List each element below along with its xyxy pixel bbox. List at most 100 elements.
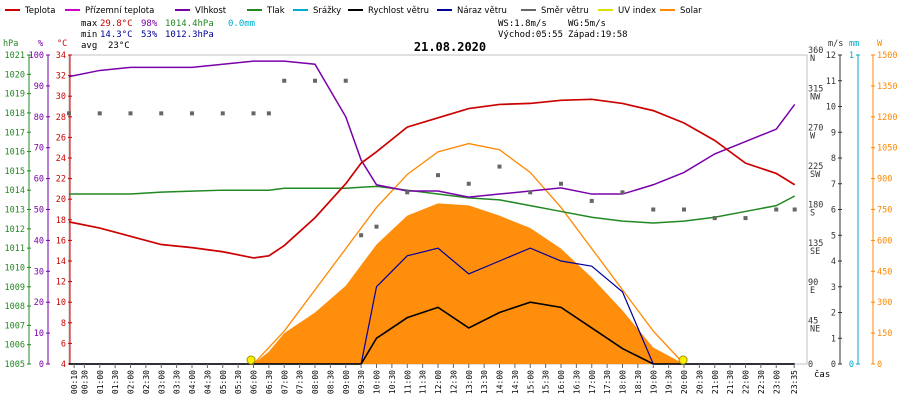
w-tick-label: 150 bbox=[877, 329, 892, 339]
wind-direction-point bbox=[159, 111, 164, 116]
ms-unit: m/s bbox=[828, 39, 843, 49]
wind-direction-point bbox=[651, 207, 656, 212]
dir-compass-label: NE bbox=[810, 324, 820, 334]
dir-compass-label: NW bbox=[810, 93, 821, 103]
ms-tick-label: 9 bbox=[831, 128, 836, 138]
pct-tick-label: 90 bbox=[34, 82, 44, 92]
hpa-tick-label: 1021 bbox=[5, 51, 25, 61]
degc-tick-label: 10 bbox=[56, 298, 66, 308]
stats-max-label: max bbox=[81, 19, 98, 29]
wind-wg: WG:5m/s bbox=[568, 19, 606, 29]
wind-direction-point bbox=[620, 190, 625, 195]
x-tick-label: 15:30 bbox=[542, 370, 551, 394]
x-tick-label: 14:00 bbox=[496, 370, 505, 394]
pct-tick-label: 20 bbox=[34, 298, 44, 308]
wind-direction-point bbox=[589, 198, 594, 203]
pct-tick-label: 80 bbox=[34, 113, 44, 123]
sunset-marker bbox=[678, 355, 688, 365]
w-tick-label: 1350 bbox=[877, 82, 897, 92]
hpa-tick-label: 1019 bbox=[5, 90, 25, 100]
x-tick-label: 00:30 bbox=[80, 370, 89, 394]
legend-item: Přízemní teplota bbox=[65, 6, 154, 16]
x-tick-label: 04:30 bbox=[203, 370, 212, 394]
x-tick-label: 12:00 bbox=[434, 370, 443, 394]
degc-tick-label: 16 bbox=[56, 236, 66, 246]
dir-compass-label: SE bbox=[810, 247, 820, 257]
hpa-tick-label: 1005 bbox=[5, 360, 25, 370]
legend-label: Vlhkost bbox=[195, 6, 227, 16]
w-unit: W bbox=[877, 39, 883, 49]
wind-direction-point bbox=[466, 181, 471, 186]
hpa-tick-label: 1012 bbox=[5, 225, 25, 235]
x-tick-label: 01:00 bbox=[96, 370, 105, 394]
w-tick-label: 450 bbox=[877, 267, 892, 277]
pct-tick-label: 10 bbox=[34, 329, 44, 339]
dir-tick-label: 270 bbox=[808, 123, 823, 133]
temperature-line bbox=[68, 98, 796, 259]
humidity-line bbox=[68, 60, 796, 198]
stats-min-label: min bbox=[81, 30, 97, 40]
dir-tick-label: 315 bbox=[808, 85, 823, 95]
hpa-tick-label: 1006 bbox=[5, 341, 25, 351]
pct-tick-label: 0 bbox=[39, 360, 44, 370]
wind-direction-point bbox=[774, 207, 779, 212]
legend-item: Směr větru bbox=[521, 6, 589, 16]
hpa-tick-label: 1017 bbox=[5, 128, 25, 138]
pct-tick-label: 100 bbox=[29, 51, 44, 61]
wind-direction-point bbox=[67, 111, 71, 116]
x-tick-label: 08:00 bbox=[311, 370, 320, 394]
legend-item: Srážky bbox=[293, 6, 341, 16]
x-tick-label: 07:30 bbox=[296, 370, 305, 394]
x-tick-label: 03:30 bbox=[173, 370, 182, 394]
x-tick-label: 21:00 bbox=[711, 370, 720, 394]
dir-compass-label: SW bbox=[810, 170, 821, 180]
w-tick-label: 300 bbox=[877, 298, 892, 308]
legend-item: UV index bbox=[598, 6, 656, 16]
hpa-tick-label: 1014 bbox=[5, 186, 25, 196]
legend: Teplota Přízemní teplota Vlhkost Tlak Srážky… bbox=[5, 6, 702, 16]
ms-tick-label: 6 bbox=[831, 206, 836, 216]
dir-tick-label: 45 bbox=[808, 316, 818, 326]
dir-compass-label: S bbox=[810, 209, 815, 219]
dir-tick-label: 135 bbox=[808, 239, 823, 249]
x-tick-label: 23:35 bbox=[790, 370, 799, 394]
legend-item: Vlhkost bbox=[175, 6, 227, 16]
sunrise-marker bbox=[246, 355, 256, 365]
wind-direction-point bbox=[436, 173, 440, 178]
hpa-tick-label: 1007 bbox=[5, 321, 25, 331]
legend-label: Tlak bbox=[266, 6, 285, 16]
wind-direction-point bbox=[266, 111, 271, 116]
dir-compass-label: N bbox=[810, 54, 815, 64]
ms-tick-label: 3 bbox=[831, 283, 836, 293]
x-tick-label: 20:30 bbox=[695, 370, 704, 394]
legend-item: Teplota bbox=[5, 6, 55, 16]
wind-direction-point bbox=[220, 111, 225, 116]
chart-title: 21.08.2020 bbox=[414, 40, 486, 54]
x-tick-label: 02:30 bbox=[142, 370, 151, 394]
legend-label: Přízemní teplota bbox=[85, 6, 154, 16]
mm-tick-label: 1 bbox=[849, 51, 854, 61]
dir-compass-label: W bbox=[810, 131, 816, 141]
hpa-tick-label: 1009 bbox=[5, 283, 25, 293]
w-tick-label: 600 bbox=[877, 236, 892, 246]
wind-direction-point bbox=[712, 216, 717, 221]
stats-max-press: 1014.4hPa bbox=[165, 19, 214, 29]
x-tick-label: 11:00 bbox=[403, 370, 412, 394]
degc-tick-label: 32 bbox=[56, 72, 66, 82]
wind-direction-point bbox=[97, 111, 102, 116]
x-tick-label: 12:30 bbox=[449, 370, 458, 394]
degc-tick-label: 34 bbox=[56, 51, 66, 61]
wind-direction-point bbox=[682, 207, 686, 212]
w-tick-label: 900 bbox=[877, 175, 892, 185]
x-tick-label: 00:10 bbox=[70, 370, 79, 394]
x-tick-label: 19:30 bbox=[665, 370, 674, 394]
x-tick-label: 18:00 bbox=[619, 370, 628, 394]
degc-unit: °C bbox=[57, 39, 67, 49]
hpa-unit: hPa bbox=[3, 39, 18, 49]
x-tick-label: 06:30 bbox=[265, 370, 274, 394]
pressure-line bbox=[69, 185, 796, 224]
degc-tick-label: 30 bbox=[56, 92, 66, 102]
degc-tick-label: 6 bbox=[61, 339, 66, 349]
x-tick-label: 23:00 bbox=[772, 370, 781, 394]
legend-label: Rychlost větru bbox=[368, 6, 429, 16]
